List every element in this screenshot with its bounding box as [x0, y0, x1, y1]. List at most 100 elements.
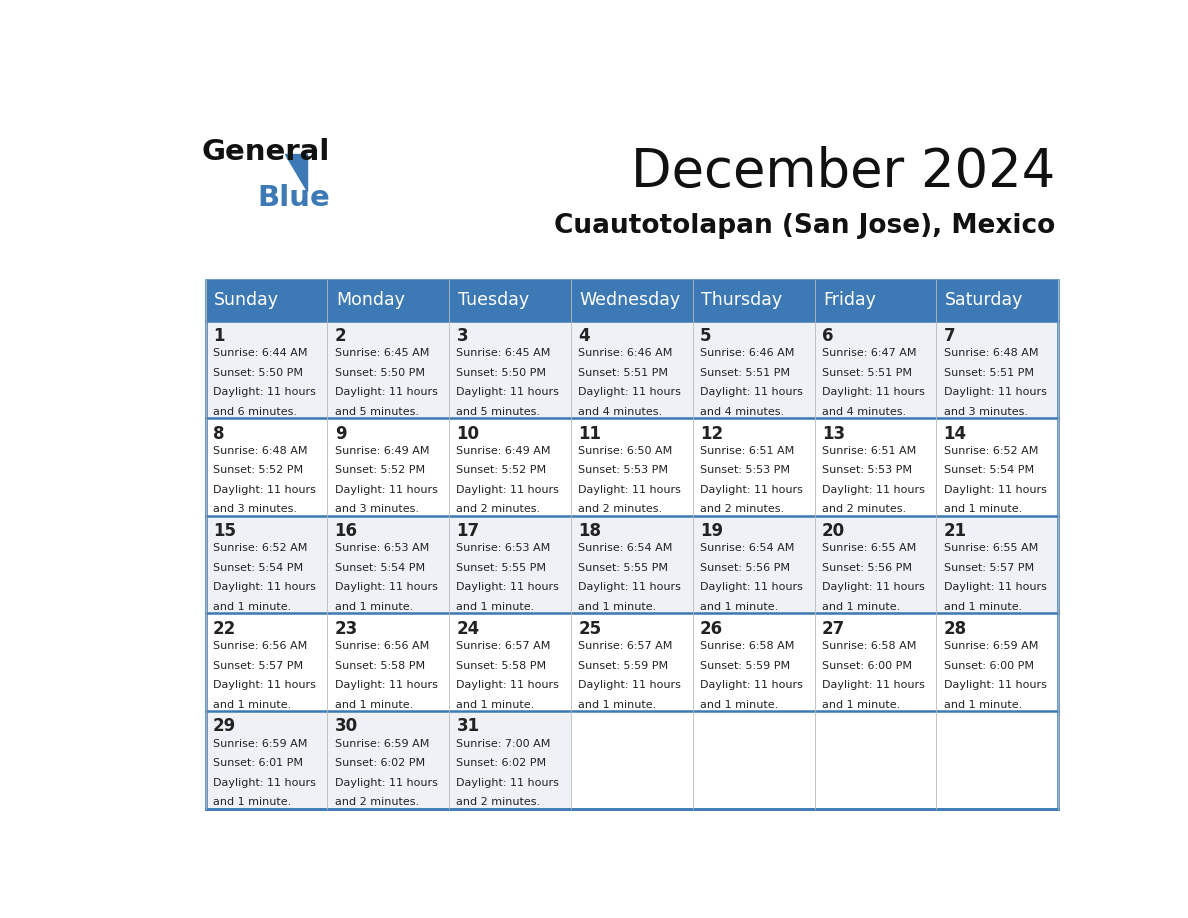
Text: Sunrise: 6:59 AM: Sunrise: 6:59 AM [213, 739, 308, 748]
Text: Sunrise: 6:56 AM: Sunrise: 6:56 AM [335, 641, 429, 651]
Text: 4: 4 [579, 327, 590, 345]
Text: Sunset: 6:00 PM: Sunset: 6:00 PM [943, 661, 1034, 670]
Bar [328, 516, 449, 613]
Bar [815, 419, 936, 516]
Bar [328, 613, 449, 711]
Bar [206, 280, 328, 320]
Bar [449, 516, 571, 613]
Text: Daylight: 11 hours: Daylight: 11 hours [822, 387, 924, 397]
Text: and 3 minutes.: and 3 minutes. [335, 505, 418, 514]
Text: Daylight: 11 hours: Daylight: 11 hours [700, 485, 803, 495]
Text: Sunset: 5:56 PM: Sunset: 5:56 PM [700, 563, 790, 573]
Text: Sunrise: 6:55 AM: Sunrise: 6:55 AM [822, 543, 916, 554]
Text: Sunrise: 6:54 AM: Sunrise: 6:54 AM [579, 543, 672, 554]
Bar [328, 419, 449, 516]
Text: Sunset: 6:02 PM: Sunset: 6:02 PM [335, 758, 425, 768]
Text: Sunset: 5:53 PM: Sunset: 5:53 PM [700, 465, 790, 476]
Text: 18: 18 [579, 522, 601, 541]
Text: and 2 minutes.: and 2 minutes. [700, 505, 784, 514]
Text: 29: 29 [213, 717, 236, 735]
Text: Sunrise: 7:00 AM: Sunrise: 7:00 AM [456, 739, 551, 748]
Text: Thursday: Thursday [701, 291, 783, 309]
Text: Sunrise: 6:53 AM: Sunrise: 6:53 AM [335, 543, 429, 554]
Text: 23: 23 [335, 620, 358, 638]
Text: and 1 minute.: and 1 minute. [213, 602, 291, 612]
Bar [206, 516, 328, 613]
Text: Sunrise: 6:47 AM: Sunrise: 6:47 AM [822, 348, 916, 358]
Text: Sunrise: 6:57 AM: Sunrise: 6:57 AM [456, 641, 551, 651]
Text: and 6 minutes.: and 6 minutes. [213, 407, 297, 417]
Text: and 4 minutes.: and 4 minutes. [822, 407, 906, 417]
Bar [693, 613, 815, 711]
Bar [693, 320, 815, 419]
Text: Sunrise: 6:54 AM: Sunrise: 6:54 AM [700, 543, 795, 554]
Text: 24: 24 [456, 620, 480, 638]
Text: Sunrise: 6:48 AM: Sunrise: 6:48 AM [213, 446, 308, 456]
Text: Sunrise: 6:53 AM: Sunrise: 6:53 AM [456, 543, 551, 554]
Text: Sunrise: 6:55 AM: Sunrise: 6:55 AM [943, 543, 1038, 554]
Text: Sunrise: 6:57 AM: Sunrise: 6:57 AM [579, 641, 672, 651]
Text: 26: 26 [700, 620, 723, 638]
Text: 21: 21 [943, 522, 967, 541]
Bar [936, 280, 1059, 320]
Text: Daylight: 11 hours: Daylight: 11 hours [822, 680, 924, 690]
Text: and 1 minute.: and 1 minute. [335, 602, 413, 612]
Text: Sunrise: 6:52 AM: Sunrise: 6:52 AM [943, 446, 1038, 456]
Text: 11: 11 [579, 425, 601, 442]
Text: Sunset: 5:54 PM: Sunset: 5:54 PM [943, 465, 1034, 476]
Text: Sunrise: 6:45 AM: Sunrise: 6:45 AM [335, 348, 429, 358]
Text: and 2 minutes.: and 2 minutes. [456, 505, 541, 514]
Bar [449, 419, 571, 516]
Text: and 1 minute.: and 1 minute. [700, 602, 778, 612]
Text: Sunset: 5:58 PM: Sunset: 5:58 PM [335, 661, 425, 670]
Text: and 5 minutes.: and 5 minutes. [456, 407, 541, 417]
Text: and 1 minute.: and 1 minute. [579, 700, 657, 710]
Text: 12: 12 [700, 425, 723, 442]
Bar [571, 613, 693, 711]
Text: Sunset: 5:53 PM: Sunset: 5:53 PM [579, 465, 669, 476]
Bar [815, 320, 936, 419]
Text: and 2 minutes.: and 2 minutes. [456, 797, 541, 807]
Text: and 1 minute.: and 1 minute. [213, 797, 291, 807]
Text: Sunset: 5:54 PM: Sunset: 5:54 PM [213, 563, 303, 573]
Bar [571, 419, 693, 516]
Text: 19: 19 [700, 522, 723, 541]
Text: 30: 30 [335, 717, 358, 735]
Text: and 2 minutes.: and 2 minutes. [579, 505, 663, 514]
Bar [815, 280, 936, 320]
Bar [206, 280, 1059, 809]
Bar [936, 613, 1059, 711]
Text: Sunrise: 6:56 AM: Sunrise: 6:56 AM [213, 641, 308, 651]
Text: Daylight: 11 hours: Daylight: 11 hours [822, 583, 924, 592]
Text: Sunset: 5:51 PM: Sunset: 5:51 PM [943, 368, 1034, 378]
Text: 2: 2 [335, 327, 347, 345]
Text: Friday: Friday [823, 291, 876, 309]
Text: Daylight: 11 hours: Daylight: 11 hours [335, 387, 437, 397]
Text: 20: 20 [822, 522, 845, 541]
Bar [449, 280, 571, 320]
Text: Sunrise: 6:58 AM: Sunrise: 6:58 AM [700, 641, 795, 651]
Text: and 2 minutes.: and 2 minutes. [822, 505, 906, 514]
Bar [449, 320, 571, 419]
Text: Daylight: 11 hours: Daylight: 11 hours [335, 583, 437, 592]
Text: Daylight: 11 hours: Daylight: 11 hours [700, 680, 803, 690]
Text: Sunset: 5:59 PM: Sunset: 5:59 PM [700, 661, 790, 670]
Text: Sunset: 5:51 PM: Sunset: 5:51 PM [579, 368, 669, 378]
Bar [449, 711, 571, 809]
Bar [936, 516, 1059, 613]
Text: Sunset: 5:55 PM: Sunset: 5:55 PM [579, 563, 669, 573]
Text: Daylight: 11 hours: Daylight: 11 hours [335, 485, 437, 495]
Text: and 3 minutes.: and 3 minutes. [943, 407, 1028, 417]
Text: Daylight: 11 hours: Daylight: 11 hours [213, 680, 316, 690]
Text: Sunset: 5:52 PM: Sunset: 5:52 PM [456, 465, 546, 476]
Bar [206, 320, 328, 419]
Bar [815, 516, 936, 613]
Text: and 1 minute.: and 1 minute. [213, 700, 291, 710]
Bar [693, 516, 815, 613]
Text: 25: 25 [579, 620, 601, 638]
Text: Sunset: 5:56 PM: Sunset: 5:56 PM [822, 563, 912, 573]
Text: Daylight: 11 hours: Daylight: 11 hours [213, 387, 316, 397]
Text: 7: 7 [943, 327, 955, 345]
Text: 5: 5 [700, 327, 712, 345]
Text: and 1 minute.: and 1 minute. [943, 602, 1022, 612]
